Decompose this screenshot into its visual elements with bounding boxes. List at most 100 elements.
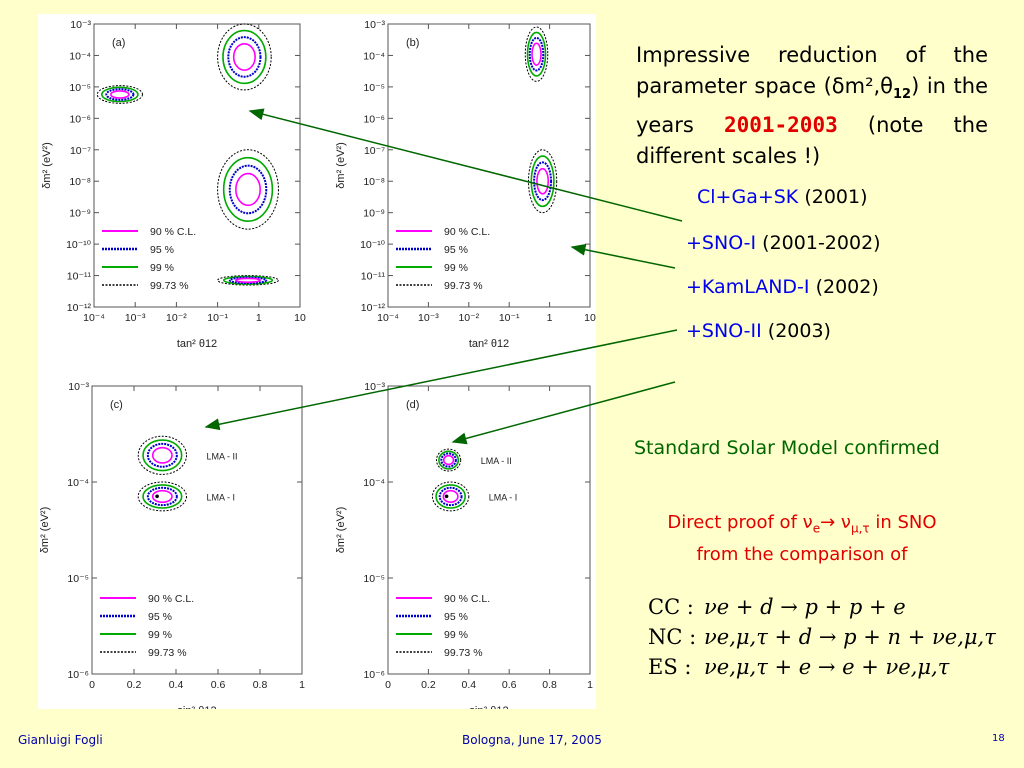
x-tick-label: 10⁻⁴ xyxy=(377,312,399,324)
y-tick-label: 10⁻⁵ xyxy=(363,573,385,585)
contour-figure: 10⁻⁴ 10⁻³ 10⁻² 10⁻¹ 1 1010⁻¹²10⁻¹¹10⁻¹⁰10⁻⁹10… xyxy=(39,19,596,709)
contour-99-cl xyxy=(440,452,457,468)
legend-label: 95 % xyxy=(148,611,172,623)
proof-line-1: Direct proof of νe→ νμ,τ in SNO xyxy=(667,512,937,536)
legend-label: 90 % C.L. xyxy=(444,226,490,238)
x-tick-label: 0.2 xyxy=(127,679,142,691)
x-tick-label: 10 xyxy=(584,312,596,324)
headline-part-2: ) in the years xyxy=(636,74,989,138)
y-tick-label: 10⁻⁹ xyxy=(363,208,385,220)
y-tick-label: 10⁻¹⁰ xyxy=(66,239,92,251)
contour-99-cl xyxy=(227,36,262,78)
stage-item: +SNO-II (2003) xyxy=(686,320,831,342)
stage-years: (2001) xyxy=(798,186,868,208)
y-tick-label: 10⁻³ xyxy=(70,19,91,31)
contour-95-cl xyxy=(435,484,466,509)
legend-label: 90 % C.L. xyxy=(150,226,196,238)
y-tick-label: 10⁻⁶ xyxy=(69,113,91,125)
contour-90..-cl xyxy=(431,481,470,512)
panel-label: (c) xyxy=(110,399,123,411)
region-label: LMA - II xyxy=(207,451,238,461)
panel-label: (b) xyxy=(406,37,419,49)
y-tick-label: 10⁻⁴ xyxy=(363,50,385,62)
reaction-equations: CC : νe + d → p + p + e NC : νe,μ,τ + d → … xyxy=(648,592,996,682)
y-tick-label: 10⁻⁵ xyxy=(363,82,385,94)
contour-90..-cl xyxy=(96,85,143,104)
stage-years: (2001-2002) xyxy=(756,232,881,254)
y-tick-label: 10⁻⁸ xyxy=(69,176,91,188)
headline-symbols: δm²,θ xyxy=(831,74,894,98)
contour-99-cl xyxy=(228,276,268,285)
contour-90..-cl xyxy=(435,448,462,472)
equation-nc: NC : νe,μ,τ + d → p + n + νe,μ,τ xyxy=(648,625,996,649)
legend-label: 95 % xyxy=(444,244,468,256)
x-tick-label: 10⁻² xyxy=(458,312,479,324)
y-tick-label: 10⁻¹¹ xyxy=(67,271,92,283)
footer-place-date: Bologna, June 17, 2005 xyxy=(462,733,602,747)
direct-proof-text: Direct proof of νe→ νμ,τ in SNO from the… xyxy=(616,510,988,568)
contour-95-cl xyxy=(526,31,547,77)
region-label: LMA - I xyxy=(489,492,518,502)
y-tick-label: 10⁻⁶ xyxy=(363,669,385,681)
y-tick-label: 10⁻⁹ xyxy=(69,208,91,220)
y-tick-label: 10⁻³ xyxy=(364,381,385,393)
footer-author: Gianluigi Fogli xyxy=(18,733,103,747)
x-tick-label: 10⁻¹ xyxy=(207,312,228,324)
headline-text: Impressive reduction of the parameter sp… xyxy=(636,40,988,172)
proof-line-2: from the comparison of xyxy=(696,543,908,565)
x-axis-label: tan² θ12 xyxy=(469,338,509,350)
footer-page-number: 18 xyxy=(992,733,1005,744)
x-tick-label: 0.4 xyxy=(461,679,476,691)
y-tick-label: 10⁻⁴ xyxy=(67,477,89,489)
figure-panels: 10⁻⁴ 10⁻³ 10⁻² 10⁻¹ 1 10 10⁻¹² 10⁻¹¹ 10⁻¹⁰ 10⁻⁹ 10… xyxy=(38,14,596,709)
x-tick-label: 1 xyxy=(299,679,305,691)
region-label: LMA - I xyxy=(207,492,236,502)
stage-item: +KamLAND-I (2002) xyxy=(686,276,879,298)
legend-label: 99.73 % xyxy=(444,647,483,659)
x-tick-label: 1 xyxy=(256,312,262,324)
legend-label: 99 % xyxy=(444,629,468,641)
headline-years: 2001-2003 xyxy=(723,113,838,138)
contour-99.73-cl xyxy=(442,454,455,466)
x-tick-label: 1 xyxy=(547,312,553,324)
contour-99.73-cl xyxy=(235,277,262,283)
contour-99.73-cl xyxy=(235,172,262,207)
legend-label: 99.73 % xyxy=(148,647,187,659)
stage-name: +KamLAND-I xyxy=(686,276,810,298)
x-tick-label: 0.4 xyxy=(169,679,184,691)
contour-95-cl xyxy=(142,484,183,509)
chart-panel: 0 0.2 0.4 0.6 0.8 1 10⁻⁶ 10⁻⁵ 10⁻⁴ 10⁻³ sin² θ12 δm… xyxy=(335,381,593,709)
y-axis-label: δm² (eV²) xyxy=(335,507,347,553)
contour-99.73-cl xyxy=(442,489,459,504)
panel-label: (d) xyxy=(406,399,419,411)
contour-90..-cl xyxy=(217,23,272,91)
y-tick-label: 10⁻⁴ xyxy=(363,477,385,489)
stage-years: (2002) xyxy=(809,276,879,298)
contour-99-cl xyxy=(438,486,463,507)
legend-label: 99.73 % xyxy=(444,280,483,292)
region-label: LMA - II xyxy=(481,456,512,466)
chart-panel: 0 0.2 0.4 0.6 0.8 1 10⁻⁶ 10⁻⁵ 10⁻⁴ 10⁻³ sin² θ12 δm… xyxy=(39,381,305,709)
headline-theta-subscript: 12 xyxy=(893,87,912,103)
x-axis-label: sin² θ12 xyxy=(469,705,508,709)
y-axis-label: δm² (eV²) xyxy=(39,507,51,553)
x-axis-label: sin² θ12 xyxy=(177,705,216,709)
chart-panel: 10⁻⁴ 10⁻³ 10⁻² 10⁻¹ 1 10 10⁻¹² 10⁻¹¹ 10⁻¹⁰ 10⁻⁹ 10… xyxy=(335,19,596,350)
x-tick-label: 10 xyxy=(294,312,306,324)
x-tick-label: 0 xyxy=(89,679,95,691)
plot-frame xyxy=(91,385,303,675)
x-tick-label: 10⁻³ xyxy=(125,312,146,324)
contour-99-cl xyxy=(146,486,178,507)
y-tick-label: 10⁻⁶ xyxy=(363,113,385,125)
legend-label: 99 % xyxy=(148,629,172,641)
headline-part-3: (note the different scales !) xyxy=(636,113,988,169)
contour-90..-cl xyxy=(137,481,187,512)
y-tick-label: 10⁻⁸ xyxy=(363,176,385,188)
contour-90..-cl xyxy=(524,26,549,82)
legend-label: 99 % xyxy=(150,262,174,274)
y-tick-label: 10⁻⁴ xyxy=(69,50,91,62)
contour-95-cl xyxy=(100,86,139,103)
x-tick-label: 0.2 xyxy=(421,679,436,691)
equation-es: ES : νe,μ,τ + e → e + νe,μ,τ xyxy=(648,655,950,679)
x-tick-label: 10⁻³ xyxy=(418,312,439,324)
